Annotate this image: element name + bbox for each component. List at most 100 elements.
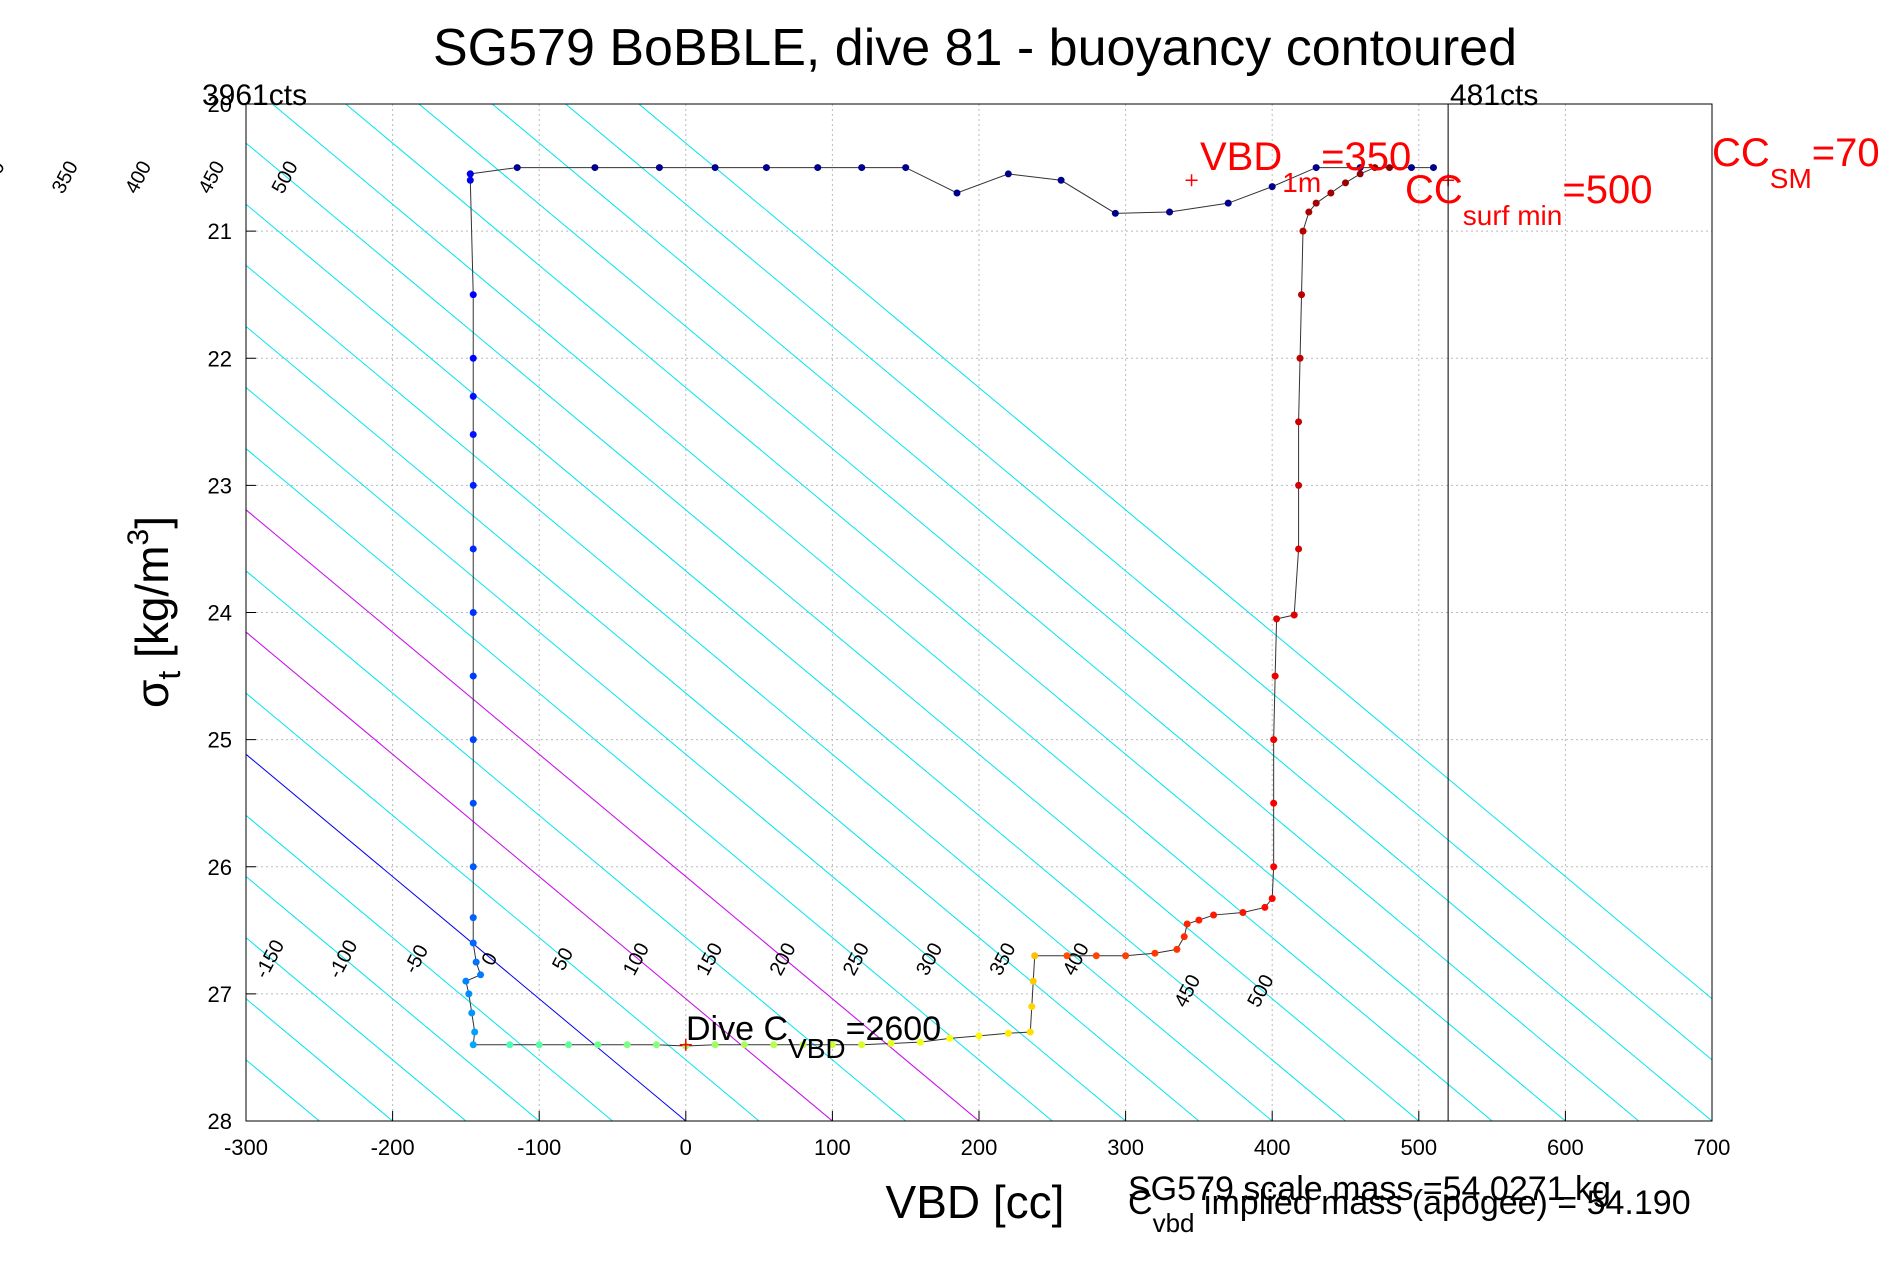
profile-point	[1371, 164, 1379, 172]
dive-c-vbd-label: Dive CVBD=2600	[686, 1010, 941, 1064]
profile-point	[652, 1041, 660, 1049]
profile-point	[946, 1034, 954, 1042]
profile-point	[1195, 916, 1203, 924]
surface-point	[1312, 164, 1320, 172]
profile-point	[858, 1041, 866, 1049]
y-tick-label: 25	[208, 728, 232, 753]
contour-line-cyan	[246, 264, 1273, 1121]
profile-point	[466, 170, 474, 178]
profile-point	[469, 939, 477, 947]
profile-point	[1270, 799, 1278, 807]
corner-label-left: 3961cts	[202, 79, 307, 112]
profile-point	[1295, 418, 1303, 426]
profile-point	[1151, 949, 1159, 957]
surface-point	[953, 189, 961, 197]
profile-point	[565, 1041, 573, 1049]
profile-point	[469, 545, 477, 553]
y-tick-label: 23	[208, 473, 232, 498]
profile-point	[535, 1041, 543, 1049]
profile-point	[828, 1041, 836, 1049]
profile-point	[1385, 164, 1393, 172]
cc-surf-min-label: CCsurf min=500	[1405, 168, 1652, 231]
contour-label: 300	[0, 158, 10, 198]
profile-point	[477, 971, 485, 979]
profile-point	[1327, 189, 1335, 197]
profile-point	[1312, 199, 1320, 207]
surface-point	[902, 164, 910, 172]
profile-point	[799, 1041, 807, 1049]
profile-point	[1261, 903, 1269, 911]
contour-line-cyan	[246, 325, 1200, 1121]
contour-line-cyan	[246, 936, 467, 1121]
contour-line-cyan	[0, 104, 26, 1121]
profile-point	[623, 1041, 631, 1049]
profile-point	[711, 1041, 719, 1049]
x-tick-label: 400	[1254, 1135, 1291, 1160]
surface-point	[814, 164, 822, 172]
x-tick-label: 500	[1400, 1135, 1437, 1160]
profile-point	[1173, 945, 1181, 953]
profile-point	[469, 354, 477, 362]
y-tick-label: 22	[208, 346, 232, 371]
profile-point	[1270, 863, 1278, 871]
surface-point	[513, 164, 521, 172]
contour-line-cyan	[638, 104, 1712, 1000]
profile-point	[1268, 895, 1276, 903]
surface-point	[762, 164, 770, 172]
profile-point	[975, 1032, 983, 1040]
implied-mass-label: Cvbd implied mass (apogee) = 54.190	[1128, 1184, 1691, 1238]
profile-point	[1271, 672, 1279, 680]
contour-line-zero	[246, 753, 687, 1121]
contour-line-cyan	[272, 104, 1493, 1121]
contour-line-cyan	[246, 814, 613, 1121]
contour-line-cyan	[246, 448, 1053, 1121]
profile-point	[1296, 354, 1304, 362]
contour-line-cyan	[246, 570, 907, 1121]
surface-point	[1057, 176, 1065, 184]
y-tick-label: 20	[208, 92, 232, 117]
vbd-1m-label: VBD1m=350	[1200, 135, 1411, 198]
x-tick-label: 0	[680, 1135, 692, 1160]
x-tick-label: -300	[224, 1135, 268, 1160]
scale-mass-label: SG579 scale mass =54.0271 kg	[1128, 1170, 1611, 1208]
profile-point	[1031, 952, 1039, 960]
surface-track-line	[470, 167, 1434, 214]
profile-point	[471, 1028, 479, 1036]
contour-line-magenta	[246, 631, 833, 1121]
surface-point	[1429, 164, 1437, 172]
contour-line-cyan	[345, 104, 1566, 1121]
surface-point	[1407, 164, 1415, 172]
profile-point	[1305, 208, 1313, 216]
profile-point	[1298, 291, 1306, 299]
profile-point	[1180, 933, 1188, 941]
surface-point	[591, 164, 599, 172]
profile-point	[469, 672, 477, 680]
profile-point	[1290, 611, 1298, 619]
profile-point	[1028, 1003, 1036, 1011]
profile-point	[1342, 179, 1349, 187]
profile-point	[1210, 911, 1218, 919]
y-axis-label: σt [kg/m3]	[122, 516, 187, 708]
contour-label: 450	[194, 158, 229, 198]
profile-point	[472, 958, 480, 966]
profile-point	[506, 1041, 514, 1049]
data-series	[462, 104, 1455, 1121]
profile-point	[469, 863, 477, 871]
profile-point	[887, 1039, 895, 1047]
marker-plus	[679, 1038, 692, 1051]
profile-point	[1092, 952, 1100, 960]
contour-line-cyan	[0, 104, 99, 1121]
profile-point	[1295, 481, 1303, 489]
profile-point	[594, 1041, 602, 1049]
contour-line-magenta	[246, 509, 980, 1121]
profile-point	[1356, 170, 1364, 178]
x-axis-label: VBD [cc]	[886, 1176, 1065, 1228]
profile-point	[1299, 227, 1307, 235]
contour-line-cyan	[491, 104, 1712, 1121]
surface-point	[1111, 209, 1119, 217]
surface-point	[655, 164, 663, 172]
y-tick-label: 27	[208, 982, 232, 1007]
corner-label-right: 481cts	[1450, 79, 1538, 112]
x-tick-label: 700	[1694, 1135, 1731, 1160]
